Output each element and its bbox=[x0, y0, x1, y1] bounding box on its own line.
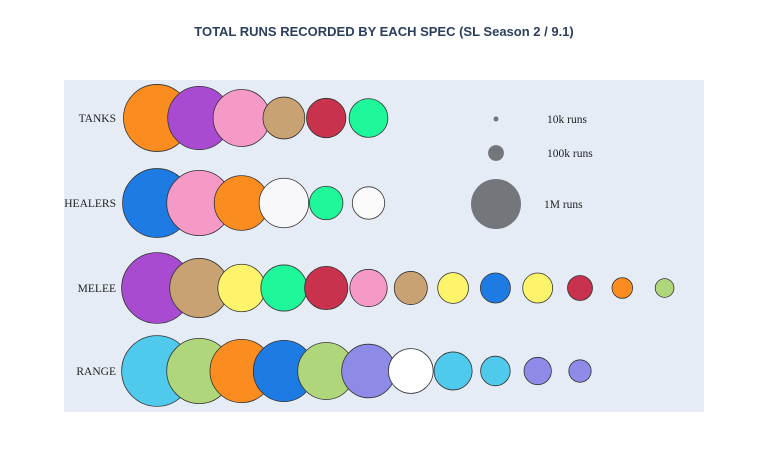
bubbles bbox=[121, 84, 675, 407]
bubble-healers-6[interactable] bbox=[351, 186, 386, 220]
row-label-melee: MELEE bbox=[78, 283, 116, 295]
legend-label-3: 1M runs bbox=[544, 199, 583, 211]
bubble-melee-11[interactable] bbox=[567, 275, 593, 301]
bubble-tanks-4[interactable] bbox=[262, 96, 306, 140]
bubble-melee-9[interactable] bbox=[479, 272, 511, 304]
bubble-melee-6[interactable] bbox=[349, 268, 388, 308]
bubble-range-8[interactable] bbox=[433, 351, 473, 391]
legend-bubble-2 bbox=[488, 145, 504, 161]
bubble-healers-5[interactable] bbox=[309, 185, 344, 221]
bubble-healers-4[interactable] bbox=[258, 177, 310, 229]
bubble-melee-12[interactable] bbox=[611, 277, 634, 299]
legend-label-1: 10k runs bbox=[547, 114, 587, 126]
bubble-melee-5[interactable] bbox=[304, 265, 349, 311]
bubble-tanks-5[interactable] bbox=[306, 97, 347, 139]
row-label-healers: HEALERS bbox=[64, 198, 116, 210]
bubble-melee-10[interactable] bbox=[522, 272, 554, 304]
legend-bubble-1 bbox=[493, 116, 499, 122]
size-legend: 10k runs 100k runs 1M runs bbox=[471, 114, 593, 229]
bubble-tanks-6[interactable] bbox=[348, 98, 389, 138]
bubble-tanks-3[interactable] bbox=[212, 89, 271, 147]
row-label-range: RANGE bbox=[76, 366, 116, 378]
bubble-range-6[interactable] bbox=[341, 343, 396, 399]
row-label-tanks: TANKS bbox=[79, 113, 116, 125]
bubble-melee-8[interactable] bbox=[437, 272, 469, 304]
legend-bubble-3 bbox=[471, 179, 521, 229]
bubble-melee-7[interactable] bbox=[393, 271, 428, 305]
bubble-range-9[interactable] bbox=[480, 355, 511, 387]
bubble-range-11[interactable] bbox=[568, 359, 592, 383]
bubble-range-10[interactable] bbox=[523, 356, 552, 386]
bubble-melee-13[interactable] bbox=[654, 278, 675, 298]
bubble-range-7[interactable] bbox=[388, 348, 434, 394]
row-labels: TANKS HEALERS MELEE RANGE bbox=[64, 113, 116, 378]
bubble-melee-4[interactable] bbox=[260, 264, 308, 312]
bubble-melee-3[interactable] bbox=[217, 263, 266, 313]
legend-label-2: 100k runs bbox=[547, 148, 593, 160]
chart-title: TOTAL RUNS RECORDED BY EACH SPEC (SL Sea… bbox=[194, 24, 574, 39]
